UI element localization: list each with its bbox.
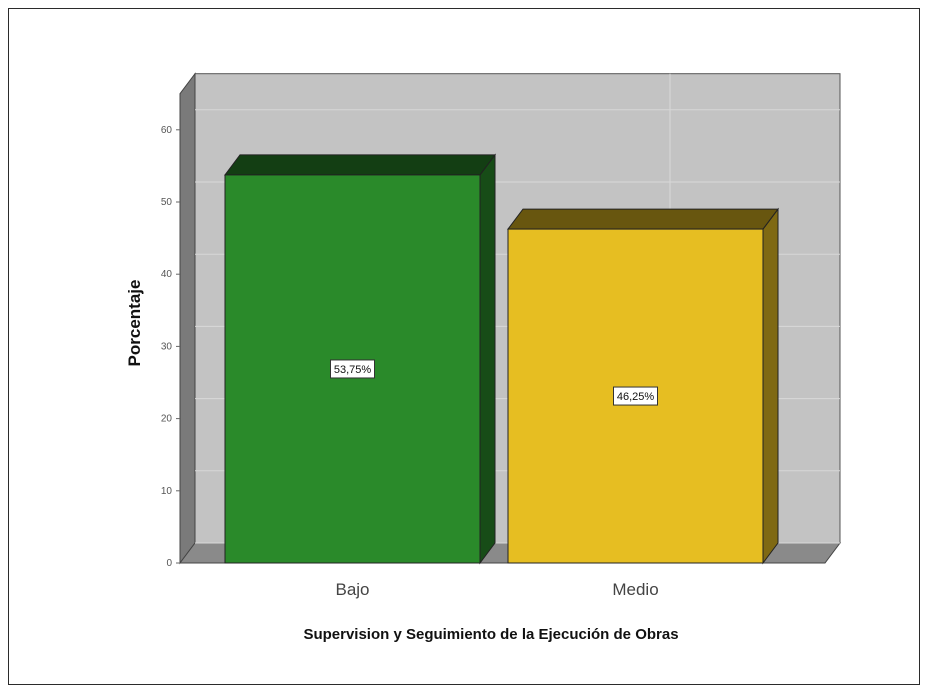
data-label-text: 53,75% bbox=[334, 364, 372, 376]
data-labels: 53,75% 46,25% bbox=[330, 359, 658, 406]
y-axis-title: Porcentaje bbox=[125, 280, 144, 367]
bar-top bbox=[507, 208, 779, 230]
data-label: 46,25% bbox=[613, 386, 658, 406]
y-tick-label: 30 bbox=[161, 341, 173, 352]
side-wall bbox=[179, 72, 196, 565]
x-axis-title: Supervision y Seguimiento de la Ejecució… bbox=[303, 626, 678, 643]
data-label-box bbox=[613, 386, 658, 406]
bar-top bbox=[224, 154, 496, 176]
x-category-label: Medio bbox=[612, 580, 658, 599]
y-tick-label: 0 bbox=[166, 558, 172, 569]
data-label-box bbox=[330, 359, 375, 379]
x-category-label: Bajo bbox=[335, 580, 369, 599]
data-label: 53,75% bbox=[330, 359, 375, 379]
bar-bajo bbox=[224, 153, 496, 565]
bar-side bbox=[479, 153, 496, 565]
y-tick-label: 40 bbox=[161, 269, 173, 280]
bar-medio bbox=[507, 207, 779, 565]
y-tick-label: 10 bbox=[161, 486, 173, 497]
y-axis-ticks: 0 10 20 30 40 50 60 bbox=[161, 125, 180, 569]
y-tick-label: 50 bbox=[161, 197, 173, 208]
y-tick-label: 20 bbox=[161, 414, 173, 425]
data-label-text: 46,25% bbox=[617, 391, 655, 403]
bar-side bbox=[762, 207, 779, 565]
y-tick-label: 60 bbox=[161, 125, 173, 136]
x-axis-categories: Bajo Medio bbox=[335, 580, 658, 599]
